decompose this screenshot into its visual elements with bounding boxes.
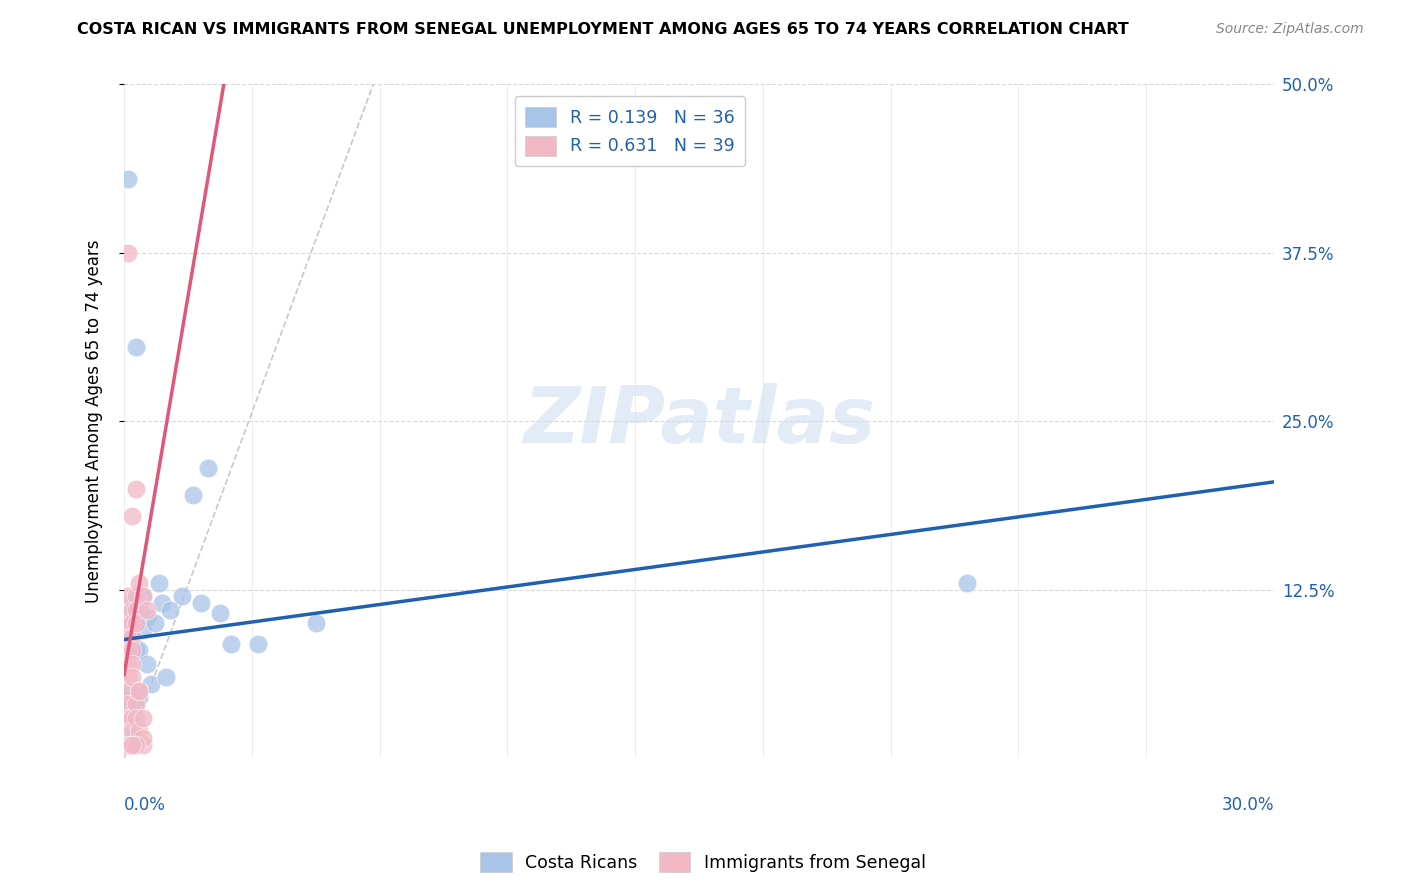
Point	[136, 609, 159, 624]
Point	[208, 606, 231, 620]
Point	[121, 670, 143, 684]
Point	[139, 677, 162, 691]
Point	[117, 616, 139, 631]
Point	[152, 596, 174, 610]
Point	[247, 636, 270, 650]
Point	[121, 657, 143, 671]
Point	[124, 616, 146, 631]
Point	[121, 697, 143, 711]
Point	[121, 738, 143, 752]
Point	[121, 630, 143, 644]
Point	[117, 717, 139, 731]
Point	[190, 596, 212, 610]
Point	[124, 643, 146, 657]
Point	[124, 711, 146, 725]
Point	[124, 697, 146, 711]
Point	[117, 643, 139, 657]
Point	[128, 576, 150, 591]
Point	[117, 590, 139, 604]
Point	[117, 670, 139, 684]
Legend: Costa Ricans, Immigrants from Senegal: Costa Ricans, Immigrants from Senegal	[474, 845, 932, 879]
Point	[170, 590, 193, 604]
Point	[155, 670, 177, 684]
Text: COSTA RICAN VS IMMIGRANTS FROM SENEGAL UNEMPLOYMENT AMONG AGES 65 TO 74 YEARS CO: COSTA RICAN VS IMMIGRANTS FROM SENEGAL U…	[77, 22, 1129, 37]
Point	[132, 738, 155, 752]
Point	[121, 508, 143, 523]
Point	[221, 636, 243, 650]
Text: ZIPatlas: ZIPatlas	[523, 384, 875, 459]
Point	[956, 576, 979, 591]
Point	[128, 603, 150, 617]
Point	[117, 609, 139, 624]
Point	[132, 590, 155, 604]
Point	[124, 616, 146, 631]
Point	[124, 340, 146, 354]
Point	[124, 482, 146, 496]
Point	[136, 603, 159, 617]
Point	[121, 603, 143, 617]
Point	[128, 724, 150, 739]
Point	[148, 576, 170, 591]
Point	[197, 461, 219, 475]
Point	[132, 711, 155, 725]
Point	[121, 596, 143, 610]
Point	[143, 616, 166, 631]
Point	[128, 683, 150, 698]
Point	[117, 623, 139, 637]
Y-axis label: Unemployment Among Ages 65 to 74 years: Unemployment Among Ages 65 to 74 years	[86, 240, 103, 603]
Text: Source: ZipAtlas.com: Source: ZipAtlas.com	[1216, 22, 1364, 37]
Point	[132, 590, 155, 604]
Point	[121, 724, 143, 739]
Point	[132, 623, 155, 637]
Point	[128, 690, 150, 705]
Point	[305, 616, 328, 631]
Legend: R = 0.139   N = 36, R = 0.631   N = 39: R = 0.139 N = 36, R = 0.631 N = 39	[515, 96, 745, 166]
Point	[121, 738, 143, 752]
Text: 0.0%: 0.0%	[124, 796, 166, 814]
Point	[132, 731, 155, 745]
Point	[117, 711, 139, 725]
Point	[181, 488, 204, 502]
Point	[117, 657, 139, 671]
Point	[117, 738, 139, 752]
Point	[136, 657, 159, 671]
Point	[121, 711, 143, 725]
Point	[124, 738, 146, 752]
Point	[121, 643, 143, 657]
Point	[159, 603, 181, 617]
Point	[121, 623, 143, 637]
Point	[121, 738, 143, 752]
Point	[121, 616, 143, 631]
Point	[117, 697, 139, 711]
Point	[121, 731, 143, 745]
Point	[124, 590, 146, 604]
Point	[117, 171, 139, 186]
Point	[124, 609, 146, 624]
Point	[128, 683, 150, 698]
Point	[124, 603, 146, 617]
Point	[128, 643, 150, 657]
Point	[117, 630, 139, 644]
Point	[117, 683, 139, 698]
Point	[117, 683, 139, 698]
Text: 30.0%: 30.0%	[1222, 796, 1274, 814]
Point	[117, 245, 139, 260]
Point	[121, 616, 143, 631]
